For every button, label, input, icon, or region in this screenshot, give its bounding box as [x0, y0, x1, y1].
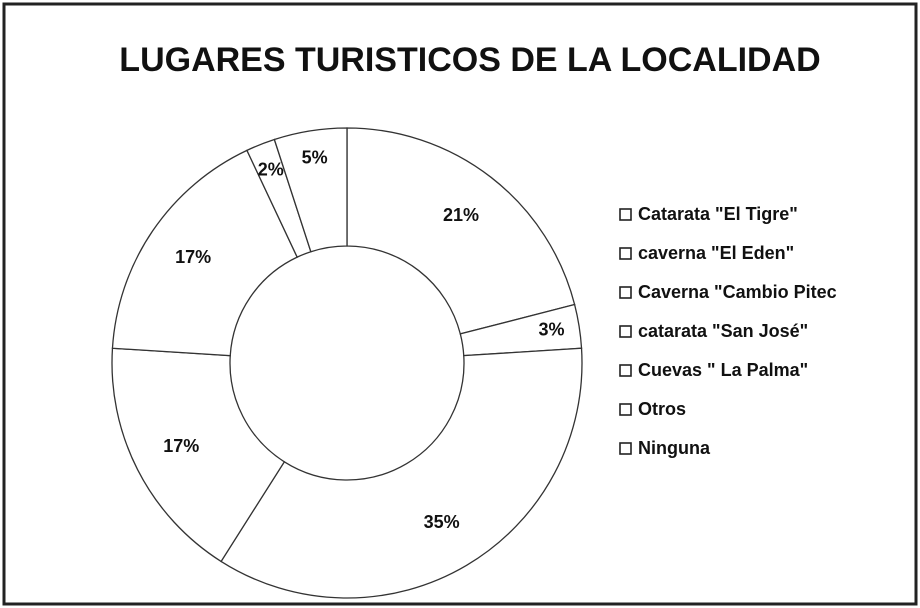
legend-swatch	[619, 247, 632, 260]
legend-label: catarata "San José"	[638, 321, 808, 341]
legend-swatch	[619, 442, 632, 455]
chart-title: LUGARES TURISTICOS DE LA LOCALIDAD	[119, 41, 820, 79]
legend-label: caverna "El Eden"	[638, 243, 794, 263]
data-label: 3%	[538, 319, 564, 339]
legend-label: Ninguna	[638, 438, 711, 458]
legend-swatch	[619, 364, 632, 377]
donut-segment	[111, 347, 286, 563]
legend-label: Catarata "El Tigre"	[638, 204, 798, 224]
legend-label: Otros	[638, 399, 686, 419]
data-label: 17%	[175, 247, 211, 267]
legend-swatch	[619, 286, 632, 299]
donut-segment	[273, 127, 348, 253]
legend-swatch	[619, 403, 632, 416]
legend-label: Cuevas " La Palma"	[638, 360, 808, 380]
data-label: 17%	[163, 436, 199, 456]
legend-swatch	[619, 325, 632, 338]
donut-segment	[111, 149, 299, 357]
data-label: 35%	[424, 512, 460, 532]
legend-swatch	[619, 208, 632, 221]
legend-label: Caverna "Cambio Pitec	[638, 282, 837, 302]
data-label: 21%	[443, 205, 479, 225]
data-label: 5%	[302, 147, 328, 167]
data-label: 2%	[258, 159, 284, 179]
donut-segment	[220, 347, 583, 599]
donut-segment	[346, 127, 576, 335]
